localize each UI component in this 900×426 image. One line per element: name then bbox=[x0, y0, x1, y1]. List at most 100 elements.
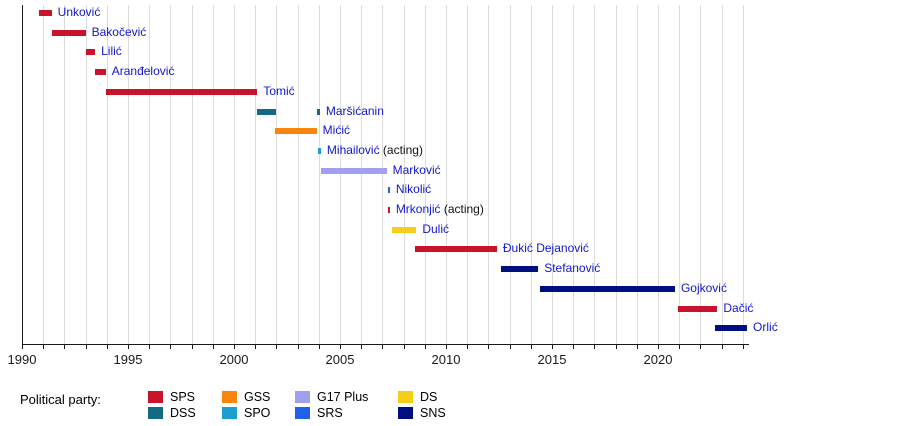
axis-tick bbox=[615, 345, 617, 349]
person-label: Bakočević bbox=[91, 24, 147, 39]
axis-tick bbox=[552, 345, 553, 349]
gridline bbox=[276, 5, 278, 344]
gridline bbox=[340, 5, 341, 344]
person-label: Đukić Dejanović bbox=[502, 241, 589, 256]
gridline bbox=[721, 5, 723, 344]
legend-title: Political party: bbox=[20, 392, 101, 407]
axis-tick bbox=[658, 345, 659, 349]
gridline bbox=[361, 5, 363, 344]
axis-tick bbox=[234, 345, 235, 349]
person-label: Aranđelović bbox=[111, 64, 175, 79]
person-label: Tomić bbox=[263, 83, 295, 98]
gridline bbox=[509, 5, 511, 344]
term-bar bbox=[387, 207, 390, 213]
term-bar bbox=[320, 167, 387, 174]
legend-party-label: SRS bbox=[317, 406, 343, 420]
term-bar bbox=[415, 246, 497, 253]
axis-tick bbox=[509, 345, 511, 349]
gridline bbox=[255, 5, 257, 344]
gridline bbox=[658, 5, 659, 344]
person-label: Mihailović (acting) bbox=[326, 142, 423, 157]
axis-tick bbox=[318, 345, 320, 349]
axis-tick-label: 2020 bbox=[643, 352, 673, 367]
gridline bbox=[318, 5, 320, 344]
person-label: Dulić bbox=[422, 221, 449, 236]
gridline bbox=[446, 5, 447, 344]
gridline bbox=[128, 5, 129, 344]
axis-tick bbox=[467, 345, 469, 349]
person-label: Mićić bbox=[322, 123, 350, 138]
term-bar bbox=[715, 325, 748, 332]
gridline bbox=[149, 5, 151, 344]
person-label: Maršićanin bbox=[325, 103, 384, 118]
axis-tick bbox=[85, 345, 87, 349]
legend-swatch bbox=[398, 391, 413, 403]
term-bar bbox=[105, 88, 258, 95]
term-bar bbox=[501, 266, 539, 273]
gridline bbox=[679, 5, 681, 344]
legend-swatch bbox=[295, 407, 310, 419]
gridline bbox=[297, 5, 299, 344]
legend-party-label: GSS bbox=[244, 390, 271, 404]
term-bar bbox=[38, 10, 52, 16]
axis-tick bbox=[721, 345, 723, 349]
legend-swatch bbox=[148, 391, 163, 403]
axis-tick bbox=[297, 345, 299, 349]
person-label: Marković bbox=[392, 162, 441, 177]
acting-qualifier: (acting) bbox=[440, 202, 484, 216]
gridline bbox=[636, 5, 638, 344]
axis-tick bbox=[255, 345, 257, 349]
acting-qualifier: (acting) bbox=[379, 142, 423, 157]
gridline bbox=[467, 5, 469, 344]
axis-tick-label: 1990 bbox=[7, 352, 37, 367]
person-label: Stefanović bbox=[544, 261, 601, 276]
gridline bbox=[424, 5, 426, 344]
axis-tick bbox=[446, 345, 447, 349]
legend-swatch bbox=[148, 407, 163, 419]
gridline bbox=[552, 5, 553, 344]
term-bar bbox=[51, 29, 86, 36]
axis-tick-label: 2015 bbox=[537, 352, 567, 367]
gridline bbox=[234, 5, 235, 344]
term-bar bbox=[275, 128, 317, 135]
axis-tick bbox=[403, 345, 405, 349]
axis-tick-label: 2000 bbox=[219, 352, 249, 367]
axis-tick bbox=[679, 345, 681, 349]
legend-swatch bbox=[222, 391, 237, 403]
axis-tick bbox=[573, 345, 575, 349]
axis-tick bbox=[191, 345, 193, 349]
gridline bbox=[382, 5, 384, 344]
term-bar bbox=[317, 147, 321, 154]
person-label: Orlić bbox=[753, 320, 778, 335]
person-label: Unković bbox=[57, 5, 101, 19]
term-bar bbox=[257, 108, 277, 115]
person-label: Dačić bbox=[723, 300, 754, 315]
axis-tick bbox=[106, 345, 108, 349]
person-label: Lilić bbox=[101, 44, 122, 59]
gridline bbox=[742, 5, 744, 344]
gridline bbox=[106, 5, 108, 344]
person-label: Gojković bbox=[680, 280, 727, 295]
axis-tick bbox=[22, 345, 23, 349]
x-axis-line bbox=[22, 344, 750, 345]
gridline bbox=[212, 5, 214, 344]
axis-tick bbox=[64, 345, 66, 349]
axis-tick-label: 1995 bbox=[113, 352, 143, 367]
axis-tick bbox=[742, 345, 744, 349]
axis-tick bbox=[382, 345, 384, 349]
axis-tick bbox=[170, 345, 172, 349]
axis-tick bbox=[424, 345, 426, 349]
legend-swatch bbox=[222, 407, 237, 419]
legend-swatch bbox=[295, 391, 310, 403]
legend-party-label: SNS bbox=[420, 406, 446, 420]
axis-tick bbox=[530, 345, 532, 349]
term-bar bbox=[316, 108, 320, 115]
axis-tick bbox=[636, 345, 638, 349]
gridline bbox=[403, 5, 405, 344]
gridline bbox=[573, 5, 575, 344]
term-bar bbox=[387, 187, 390, 194]
gridline bbox=[191, 5, 193, 344]
term-bar bbox=[540, 285, 675, 292]
gridline bbox=[700, 5, 702, 344]
